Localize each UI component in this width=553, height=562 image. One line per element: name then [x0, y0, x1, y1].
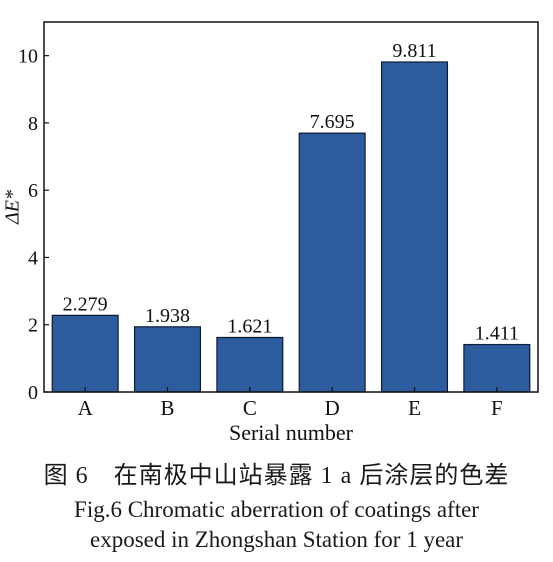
bars-layer	[51, 61, 531, 393]
x-tick-label-C: C	[243, 396, 257, 420]
bar-C	[216, 336, 284, 393]
x-tick-label-B: B	[160, 396, 174, 420]
x-tick-label-F: F	[491, 396, 503, 420]
y-tick-label-4: 4	[28, 247, 38, 269]
value-label-B: 1.938	[145, 305, 190, 327]
bar-F	[463, 343, 531, 393]
bar-chart: 2.279 1.938 1.621 7.695 9.811 1.411 0 2 4 6 8 10 A…	[2, 21, 539, 445]
y-tick-label-6: 6	[28, 180, 38, 202]
value-label-D: 7.695	[310, 111, 355, 133]
bar-D	[298, 132, 366, 393]
value-label-A: 2.279	[63, 293, 108, 315]
x-axis-title: Serial number	[229, 420, 354, 445]
bar-A	[51, 314, 119, 393]
figure-caption-english-line1: Fig.6 Chromatic aberration of coatings a…	[74, 497, 479, 522]
figure-caption-english-line2: exposed in Zhongshan Station for 1 year	[89, 527, 464, 552]
bar-B	[133, 326, 202, 393]
y-tick-label-0: 0	[28, 382, 38, 404]
y-tick-label-8: 8	[28, 113, 38, 135]
x-tick-label-D: D	[325, 396, 340, 420]
y-tick-label-2: 2	[28, 315, 38, 337]
x-tick-label-E: E	[408, 396, 421, 420]
y-axis-title: ΔE*	[2, 190, 24, 225]
y-tick-label-10: 10	[18, 46, 38, 68]
value-label-E: 9.811	[392, 40, 436, 62]
x-axis-ticks: A B C D E F	[78, 387, 503, 420]
x-tick-label-A: A	[78, 396, 94, 420]
value-label-C: 1.621	[227, 315, 272, 337]
value-labels-layer: 2.279 1.938 1.621 7.695 9.811 1.411	[63, 40, 519, 345]
bar-E	[380, 61, 449, 393]
y-axis-ticks: 0 2 4 6 8 10	[18, 46, 49, 404]
plot-frame	[43, 21, 539, 393]
figure-caption-chinese: 图 6 在南极中山站暴露 1 a 后涂层的色差	[43, 463, 510, 489]
value-label-F: 1.411	[475, 323, 519, 345]
